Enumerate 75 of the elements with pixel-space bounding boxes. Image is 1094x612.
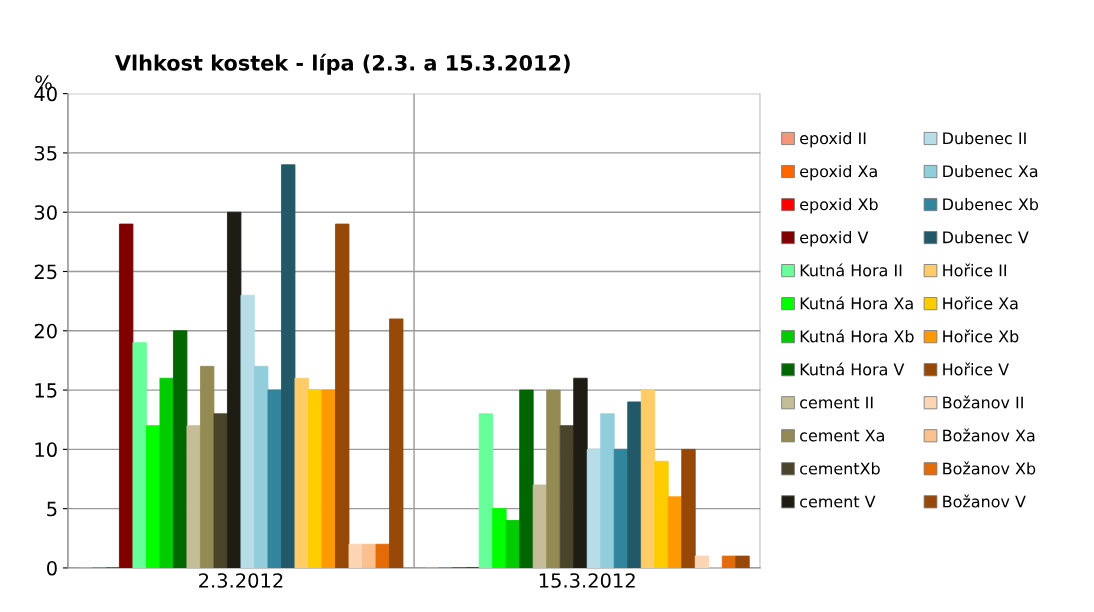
- bar: [478, 413, 494, 568]
- bar: [627, 401, 642, 568]
- legend-label: Kutná Hora Xb: [800, 329, 914, 343]
- legend-label: cement V: [800, 495, 876, 508]
- bar: [694, 555, 710, 568]
- bar: [735, 555, 750, 568]
- bar: [119, 223, 134, 568]
- legend-label: Hořice Xa: [943, 296, 1018, 310]
- bar: [505, 520, 521, 568]
- y-tick-label: 35: [34, 145, 57, 161]
- legend-label: Dubenec Xa: [943, 164, 1038, 178]
- legend-label: Božanov II: [943, 395, 1023, 409]
- bar: [132, 342, 147, 568]
- legend-label: cement Xa: [800, 429, 884, 442]
- bar: [721, 555, 737, 568]
- bar: [640, 389, 656, 568]
- bar: [227, 211, 242, 568]
- legend-label: epoxid V: [800, 231, 869, 247]
- legend-label: Dubenec II: [943, 131, 1026, 145]
- bar: [308, 389, 323, 568]
- bar: [321, 389, 336, 568]
- legend-label: epoxid Xa: [800, 164, 877, 181]
- bar: [613, 448, 629, 568]
- y-tick-label: 15: [35, 383, 57, 398]
- y-tick-label: 20: [34, 323, 57, 339]
- bar: [348, 543, 363, 568]
- legend-label: Božanov Xb: [943, 461, 1036, 475]
- legend-label: Hořice Xb: [943, 329, 1019, 343]
- legend-label: Božanov V: [943, 494, 1026, 508]
- legend-label: cement II: [800, 396, 873, 409]
- bar: [375, 543, 390, 568]
- bar: [240, 294, 255, 568]
- legend-label: epoxid Xb: [800, 197, 878, 214]
- y-tick-label: 5: [47, 501, 57, 517]
- bar: [546, 389, 561, 568]
- bar: [681, 448, 696, 568]
- bar: [654, 460, 669, 568]
- bar: [586, 448, 602, 568]
- bar: [492, 508, 507, 568]
- legend-label: Dubenec Xb: [943, 197, 1039, 211]
- bar: [281, 164, 296, 568]
- bar: [159, 377, 174, 568]
- bar: [667, 496, 683, 568]
- bar: [532, 484, 548, 568]
- x-tick-label: 15.3.2012: [539, 573, 635, 588]
- y-tick-label: 10: [35, 442, 57, 458]
- bar: [186, 425, 201, 568]
- legend-label: Dubenec V: [943, 231, 1029, 244]
- bar: [559, 425, 575, 568]
- legend-label: Kutná Hora Xa: [800, 296, 913, 310]
- legend-label: epoxid II: [800, 131, 866, 148]
- bar: [600, 413, 615, 568]
- y-tick-label: 25: [34, 264, 57, 280]
- bar: [173, 330, 188, 568]
- x-tick-label: 2.3.2012: [199, 573, 283, 588]
- bar: [294, 377, 309, 568]
- chart-title: Vlhkost kostek - lípa (2.3. a 15.3.2012): [114, 53, 570, 75]
- bar: [254, 365, 269, 568]
- legend-label: Božanov Xa: [943, 428, 1035, 442]
- bar: [362, 543, 377, 568]
- bar: [200, 365, 215, 568]
- legend-label: cementXb: [800, 462, 880, 475]
- y-tick-label: 30: [34, 205, 57, 220]
- bar: [519, 389, 534, 568]
- bar: [146, 425, 161, 568]
- bar: [573, 377, 588, 568]
- legend-label: Hořice II: [943, 263, 1007, 277]
- bar: [389, 318, 404, 568]
- y-tick-label: 0: [47, 560, 57, 576]
- legend-label: Kutná Hora II: [800, 263, 902, 277]
- bar: [335, 223, 350, 568]
- bar: [267, 389, 282, 568]
- legend-label: Kutná Hora V: [800, 362, 905, 376]
- legend-label: Hořice V: [943, 362, 1009, 376]
- bar: [213, 413, 228, 568]
